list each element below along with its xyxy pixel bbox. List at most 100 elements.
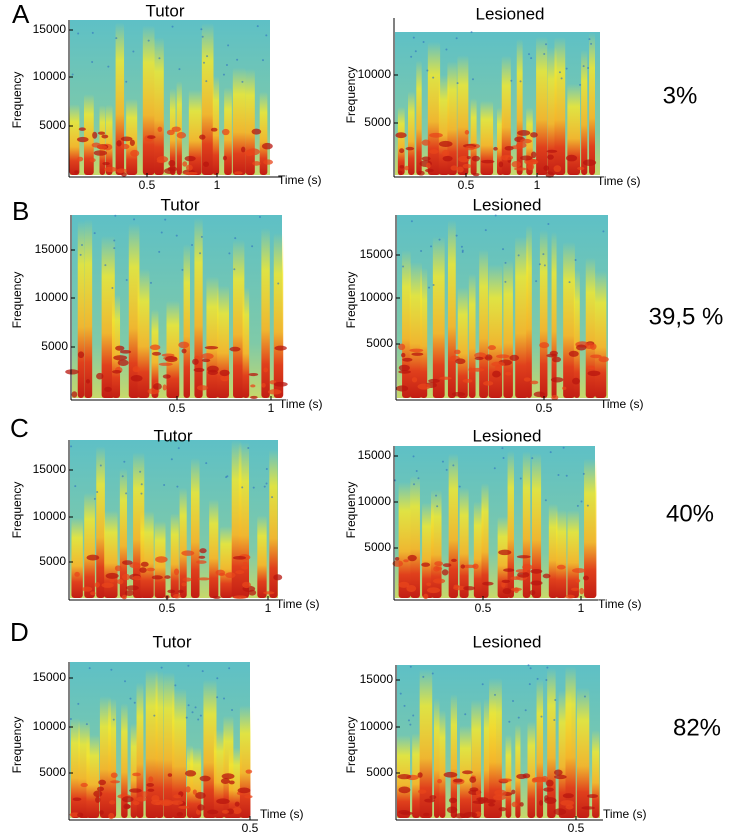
noise-dot: [519, 477, 522, 480]
y-tick-label: 10000: [33, 719, 67, 733]
harmonic-blob: [207, 369, 219, 376]
harmonic-blob: [147, 788, 155, 792]
noise-dot: [558, 71, 561, 74]
syllable: [397, 106, 405, 175]
syllable: [565, 666, 576, 818]
y-tick-label: 10000: [33, 509, 67, 523]
noise-dot: [149, 281, 152, 284]
harmonic-blob: [193, 367, 205, 373]
harmonic-blob: [233, 556, 246, 560]
harmonic-blob: [545, 171, 554, 178]
syllable: [269, 449, 278, 598]
harmonic-blob: [162, 384, 167, 391]
harmonic-blob: [493, 794, 506, 801]
harmonic-blob: [411, 377, 418, 383]
syllable: [450, 694, 458, 818]
syllable: [233, 239, 245, 398]
harmonic-blob: [85, 379, 91, 384]
noise-dot: [494, 693, 497, 696]
harmonic-blob: [196, 560, 207, 564]
syllable: [209, 499, 219, 598]
harmonic-blob: [216, 798, 230, 805]
noise-dot: [77, 32, 80, 35]
noise-dot: [265, 34, 268, 37]
harmonic-blob: [491, 361, 505, 367]
syllable: [257, 515, 267, 598]
noise-dot: [185, 716, 188, 719]
syllable: [419, 668, 433, 818]
y-tick-label: 5000: [39, 554, 66, 568]
harmonic-blob: [481, 159, 495, 164]
harmonic-blob: [530, 132, 538, 138]
syllable: [188, 89, 202, 175]
x-tick-label: 0.5: [475, 601, 492, 615]
harmonic-blob: [212, 595, 221, 599]
syllable: [119, 468, 127, 598]
harmonic-blob: [181, 348, 187, 354]
harmonic-blob: [91, 142, 101, 148]
harmonic-blob: [404, 165, 409, 171]
noise-dot: [277, 282, 280, 285]
harmonic-blob: [199, 775, 211, 782]
harmonic-blob: [225, 572, 236, 579]
syllable: [239, 705, 251, 818]
harmonic-blob: [261, 382, 266, 388]
harmonic-blob: [151, 351, 162, 356]
noise-dot: [412, 714, 415, 717]
noise-dot: [228, 667, 231, 670]
harmonic-blob: [129, 788, 142, 793]
noise-dot: [175, 234, 178, 237]
y-tick-label: 5000: [41, 339, 68, 353]
syllable: [447, 220, 456, 398]
harmonic-blob: [176, 812, 184, 817]
noise-dot: [164, 218, 167, 221]
harmonic-blob: [228, 780, 235, 785]
harmonic-blob: [117, 579, 124, 585]
harmonic-blob: [472, 172, 480, 177]
syllable: [228, 747, 242, 818]
x-axis-label: Time (s): [603, 807, 647, 821]
harmonic-blob: [526, 163, 535, 171]
noise-dot: [435, 494, 438, 497]
harmonic-blob: [117, 359, 129, 366]
noise-dot: [191, 711, 194, 714]
harmonic-blob: [273, 381, 288, 387]
harmonic-blob: [519, 802, 524, 807]
harmonic-blob: [93, 150, 107, 156]
noise-dot: [158, 57, 161, 60]
harmonic-blob: [421, 562, 431, 567]
harmonic-blob: [468, 367, 473, 372]
noise-dot: [470, 31, 473, 34]
noise-dot: [582, 65, 585, 68]
y-axis-label: Frequency: [10, 717, 24, 774]
plot-title: Lesioned: [472, 632, 541, 651]
y-axis-label: Frequency: [344, 717, 358, 774]
syllable: [203, 679, 217, 818]
spectrogram-plot: 5000 10000 15000 0.5 Tutor Time (s) Frequency: [10, 632, 303, 835]
harmonic-blob: [530, 380, 539, 385]
harmonic-blob: [129, 139, 135, 146]
syllable: [439, 710, 446, 818]
harmonic-blob: [565, 154, 578, 162]
y-tick-label: 5000: [39, 765, 66, 779]
harmonic-blob: [474, 356, 484, 361]
harmonic-blob: [579, 587, 585, 595]
noise-dot: [504, 280, 507, 283]
noise-dot: [121, 475, 124, 478]
plot-title: Tutor: [145, 1, 184, 20]
noise-dot: [160, 666, 163, 669]
harmonic-blob: [398, 364, 410, 372]
harmonic-blob: [565, 804, 574, 810]
noise-dot: [99, 464, 102, 467]
noise-dot: [263, 485, 266, 488]
harmonic-blob: [248, 372, 259, 377]
noise-dot: [409, 723, 412, 726]
syllable: [190, 457, 200, 598]
noise-dot: [70, 445, 73, 448]
harmonic-blob: [234, 801, 240, 807]
syllable: [77, 220, 85, 398]
noise-dot: [153, 714, 156, 717]
harmonic-blob: [90, 591, 96, 596]
noise-dot: [510, 79, 513, 82]
harmonic-blob: [472, 563, 479, 569]
